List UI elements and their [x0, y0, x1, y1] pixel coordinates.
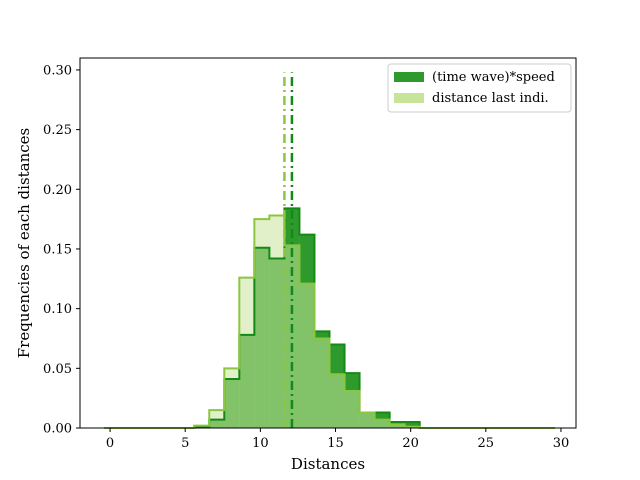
bar	[269, 215, 285, 428]
y-tick-label: 0.20	[43, 183, 72, 198]
x-tick-label: 25	[478, 436, 495, 451]
bar	[224, 368, 240, 428]
bar	[344, 391, 360, 428]
legend-label-time-wave-speed: (time wave)*speed	[432, 70, 555, 85]
y-axis-label: Frequencies of each distances	[15, 128, 33, 359]
bar	[239, 277, 255, 428]
legend-label-distance-last-indi: distance last indi.	[432, 91, 549, 106]
axes: 0 5 10 15 20 25 30 0.00 0.05 0.10 0.15 0.20 0.25 0.30	[43, 57, 577, 451]
x-tick-label: 5	[181, 436, 189, 451]
bar	[404, 422, 420, 428]
legend-swatch-time-wave-speed	[394, 72, 424, 82]
y-tick-label: 0.00	[43, 422, 72, 437]
x-axis-label: Distances	[291, 455, 365, 473]
bar	[254, 219, 270, 428]
x-tick-label: 20	[402, 436, 419, 451]
bar	[314, 338, 330, 428]
legend-swatch-distance-last-indi	[394, 93, 424, 103]
x-tick-label: 0	[106, 436, 114, 451]
legend-box	[387, 63, 572, 113]
bar	[329, 374, 345, 428]
bar	[284, 245, 300, 428]
bar	[299, 283, 315, 428]
legend: (time wave)*speed distance last indi.	[387, 63, 572, 113]
plot-area	[104, 72, 555, 429]
bar	[389, 424, 405, 428]
x-tick-label: 30	[553, 436, 570, 451]
x-tick-label: 10	[252, 436, 269, 451]
y-tick-label: 0.05	[43, 362, 72, 377]
bar	[374, 419, 390, 428]
y-tick-label: 0.15	[43, 242, 72, 257]
y-tick-label: 0.30	[43, 63, 72, 78]
bar	[359, 412, 375, 428]
y-tick-label: 0.25	[43, 123, 72, 138]
series-1-bars	[194, 215, 420, 428]
y-tick-label: 0.10	[43, 302, 72, 317]
x-tick-label: 15	[327, 436, 344, 451]
axes-frame	[79, 57, 577, 429]
